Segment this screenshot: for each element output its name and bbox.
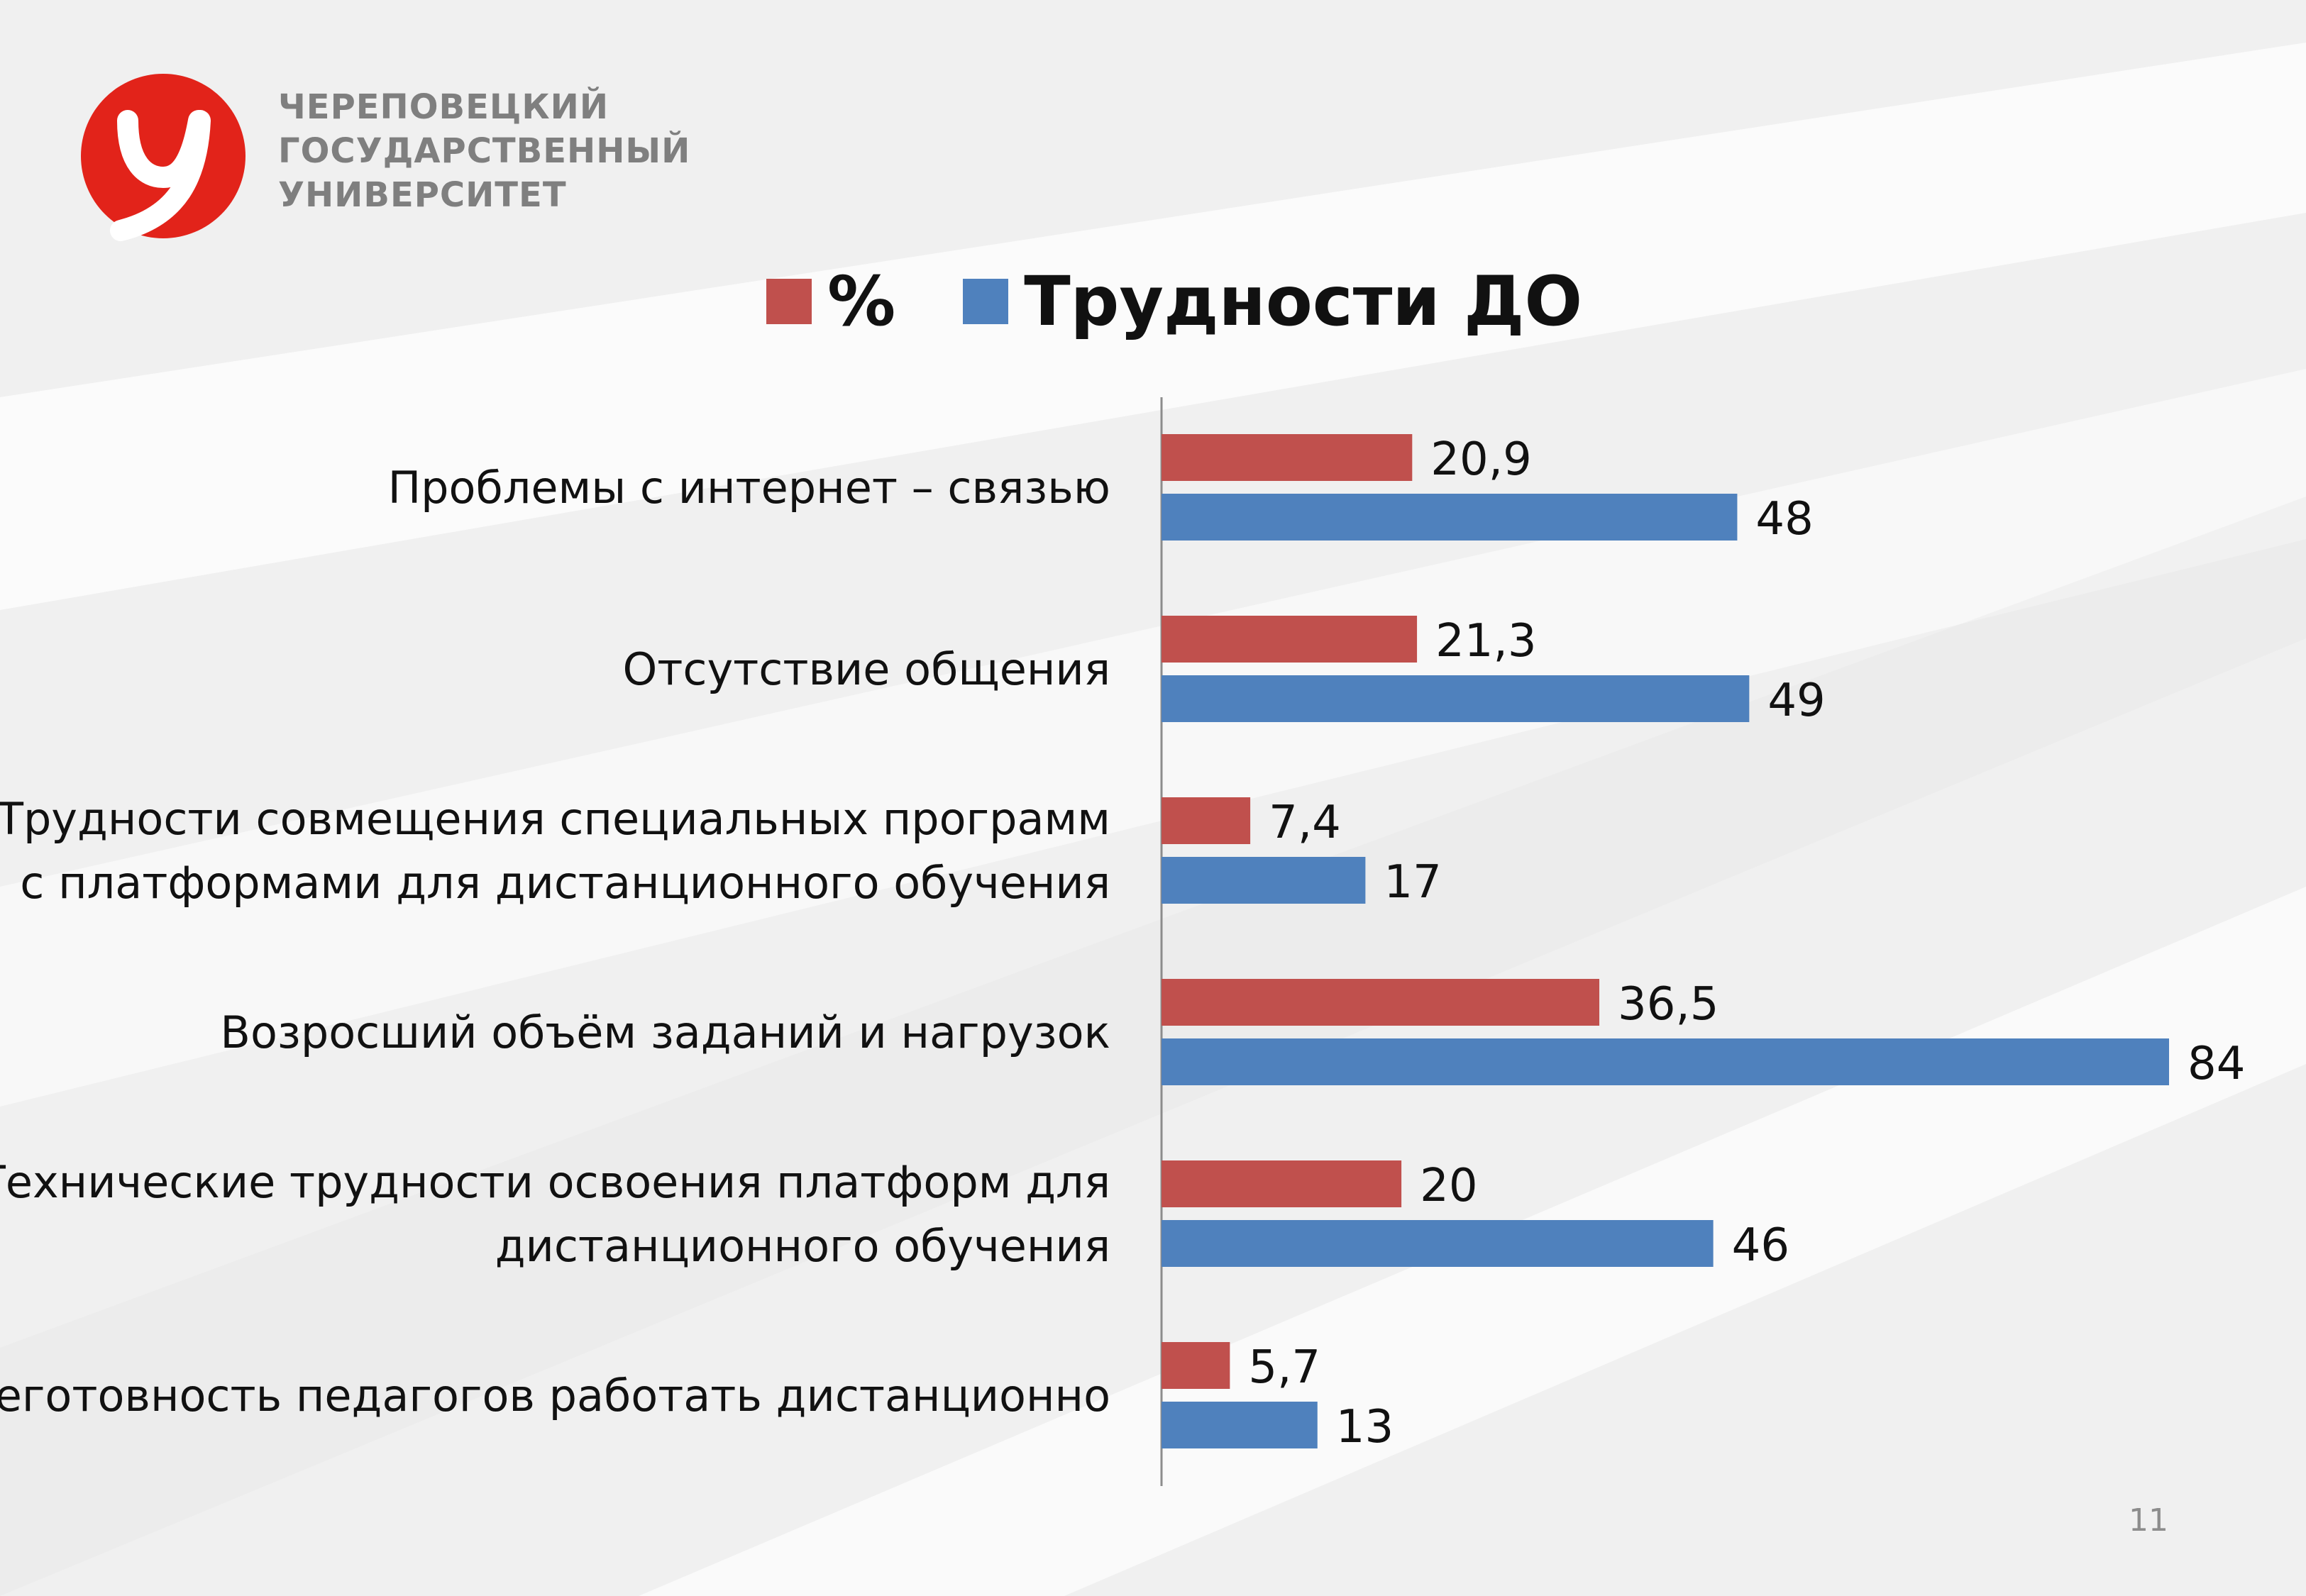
bar-difficulties [1162,1402,1318,1448]
bar-difficulties [1162,494,1738,541]
bar-difficulties [1162,1038,2169,1085]
data-label: 21,3 [1435,615,1536,667]
data-label: 49 [1767,675,1825,727]
data-label: 20,9 [1430,433,1532,486]
category-label: Проблемы с интернет – связью [388,462,1110,514]
data-label: 7,4 [1269,797,1341,849]
category-label: дистанционного обучения [495,1220,1110,1272]
bar-percent [1162,1342,1230,1389]
category-label: Возросший объём заданий и нагрузок [220,1007,1110,1058]
legend-item-series-1: % [766,262,895,341]
bar-difficulties [1162,675,1750,722]
bar-percent [1162,434,1413,481]
category-label: Трудности совмещения специальных програм… [0,793,1110,845]
bar-percent [1162,1160,1402,1207]
category-label: с платформами для дистанционного обучени… [20,857,1110,909]
university-name-line: УНИВЕРСИТЕТ [278,175,567,215]
data-label: 17 [1384,856,1441,909]
data-label: 48 [1755,493,1813,545]
bar-percent [1162,979,1600,1026]
category-label: Неготовность педагогов работать дистанци… [0,1370,1110,1422]
legend-item-series-2: Трудности ДО [963,262,1582,341]
legend-swatch-red [766,279,812,324]
chart-legend: % Трудности ДО [766,259,1650,344]
data-label: 46 [1732,1219,1789,1272]
bar-percent [1162,616,1418,663]
bar-difficulties [1162,1220,1714,1267]
bar-percent [1162,797,1251,844]
legend-label: % [827,262,896,341]
university-logo-icon [81,74,246,241]
page-number: 11 [2129,1502,2168,1539]
data-label: 36,5 [1618,978,1719,1031]
data-label: 84 [2188,1038,2245,1090]
legend-label: Трудности ДО [1024,262,1583,341]
data-label: 20 [1420,1160,1477,1212]
category-label: Отсутствие общения [622,643,1110,695]
university-name-line: ЧЕРЕПОВЕЦКИЙ [278,87,609,127]
legend-swatch-blue [963,279,1009,324]
bar-difficulties [1162,857,1366,904]
data-label: 13 [1336,1401,1394,1453]
university-name-line: ГОСУДАРСТВЕННЫЙ [278,131,691,171]
data-label: 5,7 [1248,1341,1320,1394]
university-name: ЧЕРЕПОВЕЦКИЙ ГОСУДАРСТВЕННЫЙ УНИВЕРСИТЕТ [278,85,690,217]
category-label: Технические трудности освоения платформ … [0,1156,1110,1208]
